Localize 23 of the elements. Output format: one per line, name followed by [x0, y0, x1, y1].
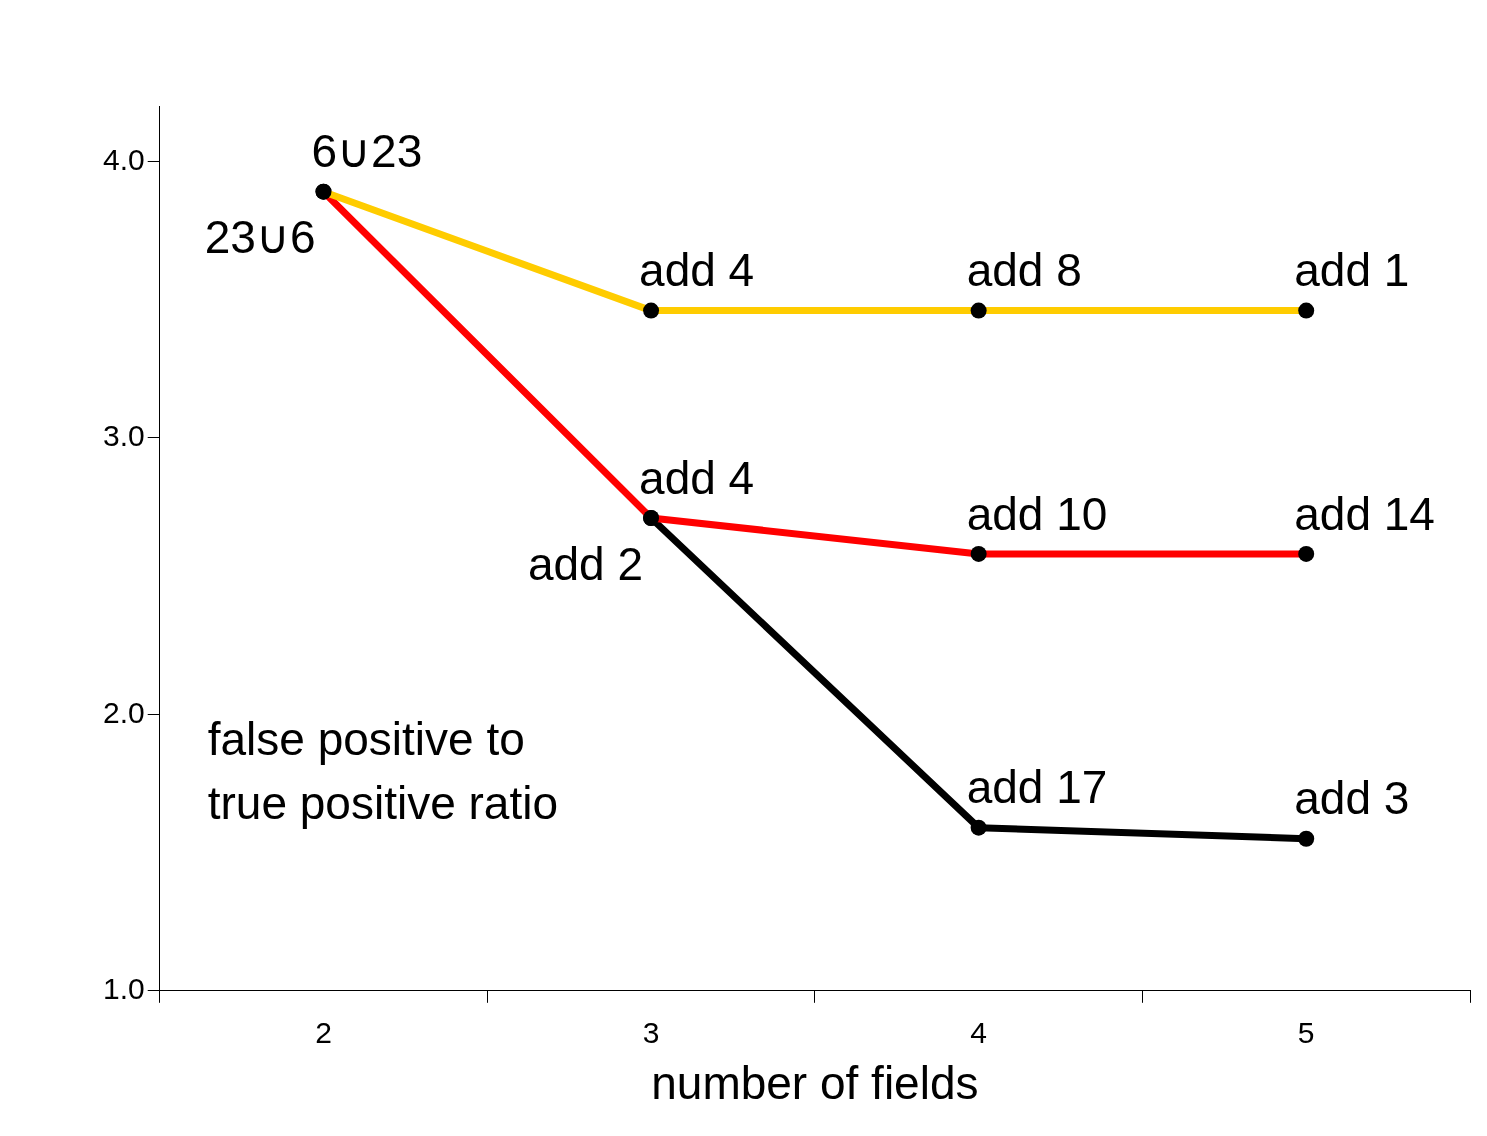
y-tick-label: 2.0 [102, 695, 145, 729]
annotation: add 14 [1294, 487, 1435, 540]
annotation: add 4 [639, 244, 755, 297]
annotation: add 2 [527, 537, 644, 590]
x-tick-label: 2 [315, 1016, 332, 1050]
annotation: 6∪23 [311, 125, 423, 178]
x-axis-title: number of fields [651, 1057, 979, 1110]
annotation: add 3 [1294, 772, 1410, 825]
annotation: add 8 [966, 244, 1082, 297]
annotation: add 4 [639, 451, 755, 504]
annotation: add 1 [1294, 244, 1410, 297]
annotation: add 10 [966, 487, 1108, 540]
y-axis-title: false positive to true positive ratio [207, 712, 558, 829]
y-tick-label: 3.0 [102, 419, 145, 453]
point [970, 819, 987, 836]
x-tick-label: 5 [1297, 1016, 1315, 1050]
annotation: add 17 [966, 761, 1108, 814]
x-tick-label: 3 [642, 1016, 660, 1050]
annotation: 23∪6 [204, 211, 316, 264]
y-tick-label: 4.0 [102, 142, 145, 176]
x-tick-label: 4 [970, 1016, 987, 1050]
point [1298, 830, 1315, 847]
y-tick-label: 1.0 [102, 972, 145, 1006]
